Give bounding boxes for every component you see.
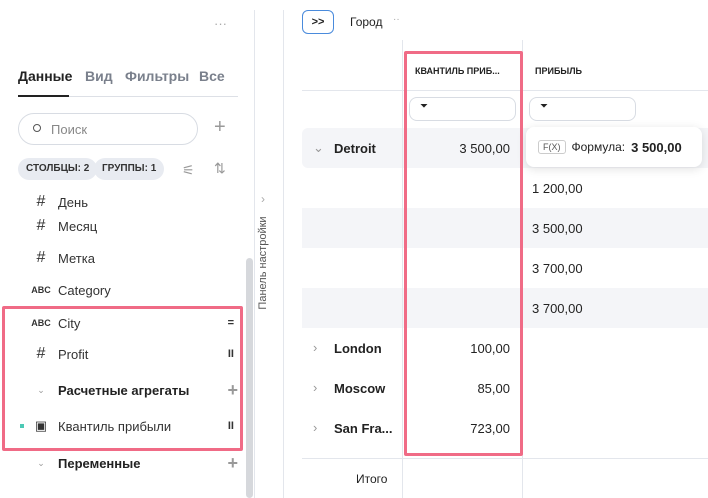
sidebar-scrollbar[interactable] <box>246 258 253 498</box>
formula-tooltip: F(X) Формула: 3 500,00 <box>526 127 702 167</box>
more-menu[interactable]: ··· <box>214 16 227 31</box>
profit-cell: 3 500,00 <box>532 221 583 236</box>
field-label: Месяц <box>58 218 98 234</box>
quantile-cell: 85,00 <box>477 381 510 396</box>
calc-item[interactable]: ▣ Квантиль прибыли II <box>30 410 240 442</box>
drag-handle[interactable]: = <box>227 317 234 329</box>
tooltip-label: Формула: <box>571 140 626 154</box>
calc-section[interactable]: ⌄ Расчетные агрегаты + <box>30 374 240 406</box>
settings-panel-toggle[interactable]: Панель настройки <box>257 216 269 310</box>
drag-handle[interactable]: II <box>227 420 234 432</box>
chevron-down-icon: ⌄ <box>37 384 45 395</box>
columns-chip[interactable]: СТОЛБЦЫ: 2 <box>18 158 98 180</box>
field-label: Category <box>58 282 111 298</box>
number-icon: # <box>36 193 46 210</box>
filter-input[interactable]: ⏷ <box>409 97 516 121</box>
field-item[interactable]: # День <box>30 186 240 218</box>
text-icon: ABC <box>31 318 51 328</box>
text-icon: ABC <box>31 285 51 295</box>
groups-chip[interactable]: ГРУППЫ: 1 <box>94 158 165 180</box>
settings-sliders-icon[interactable]: ⚟ <box>182 162 195 178</box>
section-label: Переменные <box>58 455 141 471</box>
quantile-cell: 100,00 <box>470 341 510 356</box>
quantile-cell: 723,00 <box>470 421 510 436</box>
tab-filters[interactable]: Фильтры <box>125 68 190 84</box>
chevron-right-icon[interactable]: › <box>261 192 265 206</box>
vars-section[interactable]: ⌄ Переменные + <box>30 447 240 479</box>
field-item[interactable]: # Profit II <box>30 338 240 370</box>
highlight-fields <box>2 306 243 451</box>
new-indicator-dot <box>20 424 24 428</box>
add-calc-icon[interactable]: + <box>227 379 238 400</box>
highlight-column <box>404 51 523 456</box>
calculator-icon: ▣ <box>34 418 48 433</box>
city-cell: Moscow <box>334 381 386 396</box>
city-cell: Detroit <box>334 141 376 156</box>
field-item[interactable]: ABC City = <box>30 307 240 339</box>
active-tab-indicator <box>18 95 69 97</box>
section-label: Расчетные агрегаты <box>58 382 190 398</box>
drag-handle[interactable]: II <box>227 348 234 360</box>
tab-data[interactable]: Данные <box>18 68 73 84</box>
field-item[interactable]: # Метка <box>30 242 240 274</box>
add-var-icon[interactable]: + <box>227 452 238 473</box>
profit-cell: 1 200,00 <box>532 181 583 196</box>
tab-view[interactable]: Вид <box>85 68 113 84</box>
column-header[interactable]: ПРИБЫЛЬ <box>535 66 583 76</box>
expand-chevron-icon[interactable]: ⌄ <box>313 140 324 155</box>
group-label[interactable]: Город <box>350 15 383 29</box>
field-item[interactable]: ABC Category <box>30 274 240 306</box>
group-more[interactable]: ·· <box>393 14 400 25</box>
field-item[interactable]: # Месяц <box>30 210 240 242</box>
expand-chevron-icon[interactable]: › <box>313 380 318 395</box>
number-icon: # <box>36 345 46 362</box>
expand-chevron-icon[interactable]: › <box>313 420 318 435</box>
quantile-cell: 3 500,00 <box>459 141 510 156</box>
tab-all[interactable]: Все <box>199 68 225 84</box>
field-label: Квантиль прибыли <box>58 418 172 434</box>
field-label: Метка <box>58 250 95 266</box>
field-list: # День # Месяц # Метка ABC Category ABC City =… <box>0 186 245 498</box>
column-header[interactable]: КВАНТИЛЬ ПРИБ... <box>415 66 500 76</box>
search-input[interactable]: Поиск <box>18 113 198 145</box>
filter-input[interactable]: ⏷ <box>529 97 636 121</box>
total-label: Итого <box>356 472 388 486</box>
city-cell: London <box>334 341 382 356</box>
tab-underline <box>18 96 238 97</box>
search-placeholder: Поиск <box>51 122 88 137</box>
sort-icon[interactable]: ⇅ <box>214 160 226 176</box>
chevron-down-icon: ⌄ <box>37 457 45 468</box>
city-cell: San Fra... <box>334 421 393 436</box>
profit-cell: 3 700,00 <box>532 261 583 276</box>
number-icon: # <box>36 249 46 266</box>
expand-chevron-icon[interactable]: › <box>313 340 318 355</box>
field-label: День <box>58 194 88 210</box>
search-icon <box>33 124 41 132</box>
field-label: Profit <box>58 346 89 362</box>
expand-button[interactable]: >> <box>302 10 334 34</box>
number-icon: # <box>36 217 46 234</box>
fx-badge: F(X) <box>538 140 566 154</box>
field-label: City <box>58 315 81 331</box>
profit-cell: 3 700,00 <box>532 301 583 316</box>
tooltip-value: 3 500,00 <box>631 139 682 155</box>
add-button[interactable]: + <box>214 116 226 138</box>
